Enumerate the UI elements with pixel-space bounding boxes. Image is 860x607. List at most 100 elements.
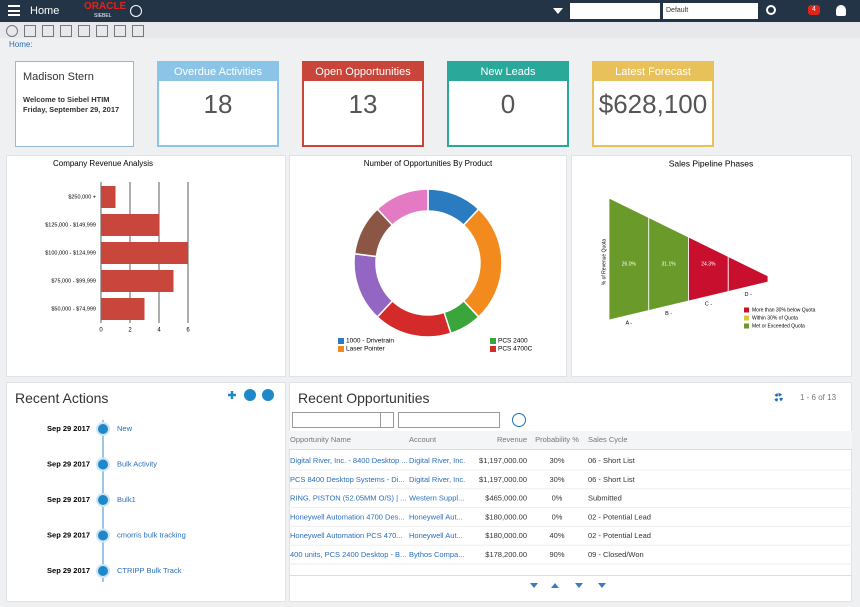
table-cell: 90% xyxy=(549,550,564,559)
action-link[interactable]: CTRIPP Bulk Track xyxy=(117,566,182,575)
tool-icon[interactable] xyxy=(132,25,144,37)
action-link[interactable]: Bulk1 xyxy=(117,495,136,504)
value-label: 0% xyxy=(745,261,753,267)
timeline-dot xyxy=(96,457,110,472)
table-footer-line xyxy=(289,575,852,576)
table-link[interactable]: 400 units, PCS 2400 Desktop - B... xyxy=(290,550,406,559)
kpi-value: 13 xyxy=(348,89,378,119)
legend-label: PCS 4700C xyxy=(498,346,533,353)
y-tick-label: $75,000 - $99,999 xyxy=(51,278,96,284)
table-cell: $180,000.00 xyxy=(485,512,527,521)
tool-icon[interactable] xyxy=(42,25,54,37)
timeline-dot xyxy=(96,493,110,507)
search-input[interactable] xyxy=(570,3,660,19)
table-header xyxy=(289,431,852,450)
chart-title: Company Revenue Analysis xyxy=(53,159,153,168)
list-icon[interactable] xyxy=(244,389,256,401)
table-link[interactable]: Honeywell Aut... xyxy=(409,531,463,540)
tool-icon[interactable] xyxy=(60,25,72,37)
go-button[interactable] xyxy=(512,413,526,427)
donut-slice xyxy=(376,188,429,227)
y-tick-label: $125,000 - $149,999 xyxy=(45,222,96,228)
breadcrumb[interactable]: Home: xyxy=(9,40,33,49)
table-link[interactable]: Honeywell Aut... xyxy=(409,512,463,521)
value-label: 24.3% xyxy=(701,261,716,267)
table-link[interactable]: PCS 8400 Desktop Systems - Di... xyxy=(290,475,405,484)
filter-dropdown[interactable] xyxy=(380,412,394,428)
bar xyxy=(101,298,145,320)
column-header: Sales Cycle xyxy=(588,435,628,444)
stage-label: D - xyxy=(744,292,752,298)
action-link[interactable]: cmorris bulk tracking xyxy=(117,530,186,539)
action-link[interactable]: Bulk Activity xyxy=(117,459,157,468)
dropdown-arrow[interactable] xyxy=(553,8,563,14)
tool-icon[interactable] xyxy=(78,25,90,37)
value-label: 26.0% xyxy=(622,261,637,267)
kpi-card[interactable]: Overdue Activities 18 xyxy=(157,61,279,147)
y-tick-label: $50,000 - $74,999 xyxy=(51,306,96,312)
timeline-dot xyxy=(96,528,110,543)
calendar-icon[interactable] xyxy=(262,389,274,401)
chart-panel xyxy=(6,155,286,377)
table-link[interactable]: Honeywell Automation PCS 470... xyxy=(290,531,403,540)
profile-name: Madison Stern xyxy=(23,71,94,83)
action-link[interactable]: New xyxy=(117,424,133,433)
table-cell: 06 - Short List xyxy=(588,456,636,465)
x-tick-label: 2 xyxy=(128,328,132,334)
legend-label: 1000 - Drivetrain xyxy=(346,338,394,345)
table-cell: 02 - Potential Lead xyxy=(588,512,651,521)
chart-title: Number of Opportunities By Product xyxy=(364,159,493,168)
bar xyxy=(101,242,188,264)
action-date: Sep 29 2017 xyxy=(47,530,90,539)
notification-badge[interactable]: 4 xyxy=(808,5,820,15)
menu-button[interactable] xyxy=(8,5,20,16)
legend-label: Within 30% of Quota xyxy=(752,315,798,321)
legend-label: Laser Pointer xyxy=(346,346,385,353)
table-link[interactable]: Digital River, Inc. - 8400 Desktop ... xyxy=(290,456,408,465)
table-link[interactable]: Digital River, Inc. xyxy=(409,456,465,465)
settings-icon[interactable] xyxy=(774,393,783,402)
column-header: Revenue xyxy=(497,435,527,444)
table-cell: Submitted xyxy=(588,494,622,503)
tool-icon[interactable] xyxy=(96,25,108,37)
share-icon[interactable] xyxy=(766,5,776,15)
donut-slice xyxy=(462,207,503,319)
legend-swatch xyxy=(490,346,496,352)
stage-label: A - xyxy=(626,321,633,327)
legend-label: More than 30% below Quota xyxy=(752,307,816,313)
tool-icon[interactable] xyxy=(6,25,18,37)
column-header: Account xyxy=(409,435,437,444)
tool-icon[interactable] xyxy=(24,25,36,37)
play-button[interactable] xyxy=(130,5,142,17)
kpi-label: New Leads xyxy=(449,63,567,81)
table-link[interactable]: Western Suppl... xyxy=(409,494,464,503)
table-link[interactable]: Bythos Compa... xyxy=(409,550,464,559)
kpi-card[interactable]: Latest Forecast $628,100 xyxy=(592,61,714,147)
funnel-segment xyxy=(688,236,729,302)
product: SIEBEL xyxy=(94,13,112,19)
kpi-card[interactable]: Open Opportunities 13 xyxy=(302,61,424,147)
tool-icon[interactable] xyxy=(114,25,126,37)
view-select[interactable]: Default xyxy=(663,3,758,19)
table-link[interactable]: RING, PISTON (52.05MM O/S) | ... xyxy=(290,494,406,503)
table-cell: $465,000.00 xyxy=(485,494,527,503)
pager-arrows[interactable] xyxy=(530,583,606,588)
table-cell: 30% xyxy=(549,456,564,465)
x-tick-label: 4 xyxy=(157,328,161,334)
stage-label: C - xyxy=(705,302,713,308)
kpi-card[interactable]: New Leads 0 xyxy=(447,61,569,147)
kpi-value: 18 xyxy=(203,89,233,119)
panel-title: Recent Opportunities xyxy=(298,390,430,406)
add-icon[interactable] xyxy=(228,391,236,399)
filter-input[interactable] xyxy=(398,412,500,428)
table-link[interactable]: Digital River, Inc. xyxy=(409,475,465,484)
table-cell: $180,000.00 xyxy=(485,531,527,540)
table-link[interactable]: Honeywell Automation 4700 Des... xyxy=(290,512,405,521)
user-icon[interactable] xyxy=(836,5,846,16)
timeline-dot xyxy=(96,422,110,436)
kpi-value: $628,100 xyxy=(598,89,708,119)
table-cell: 40% xyxy=(549,531,564,540)
brand: ORACLE xyxy=(84,1,127,12)
stage-label: B - xyxy=(665,311,672,317)
